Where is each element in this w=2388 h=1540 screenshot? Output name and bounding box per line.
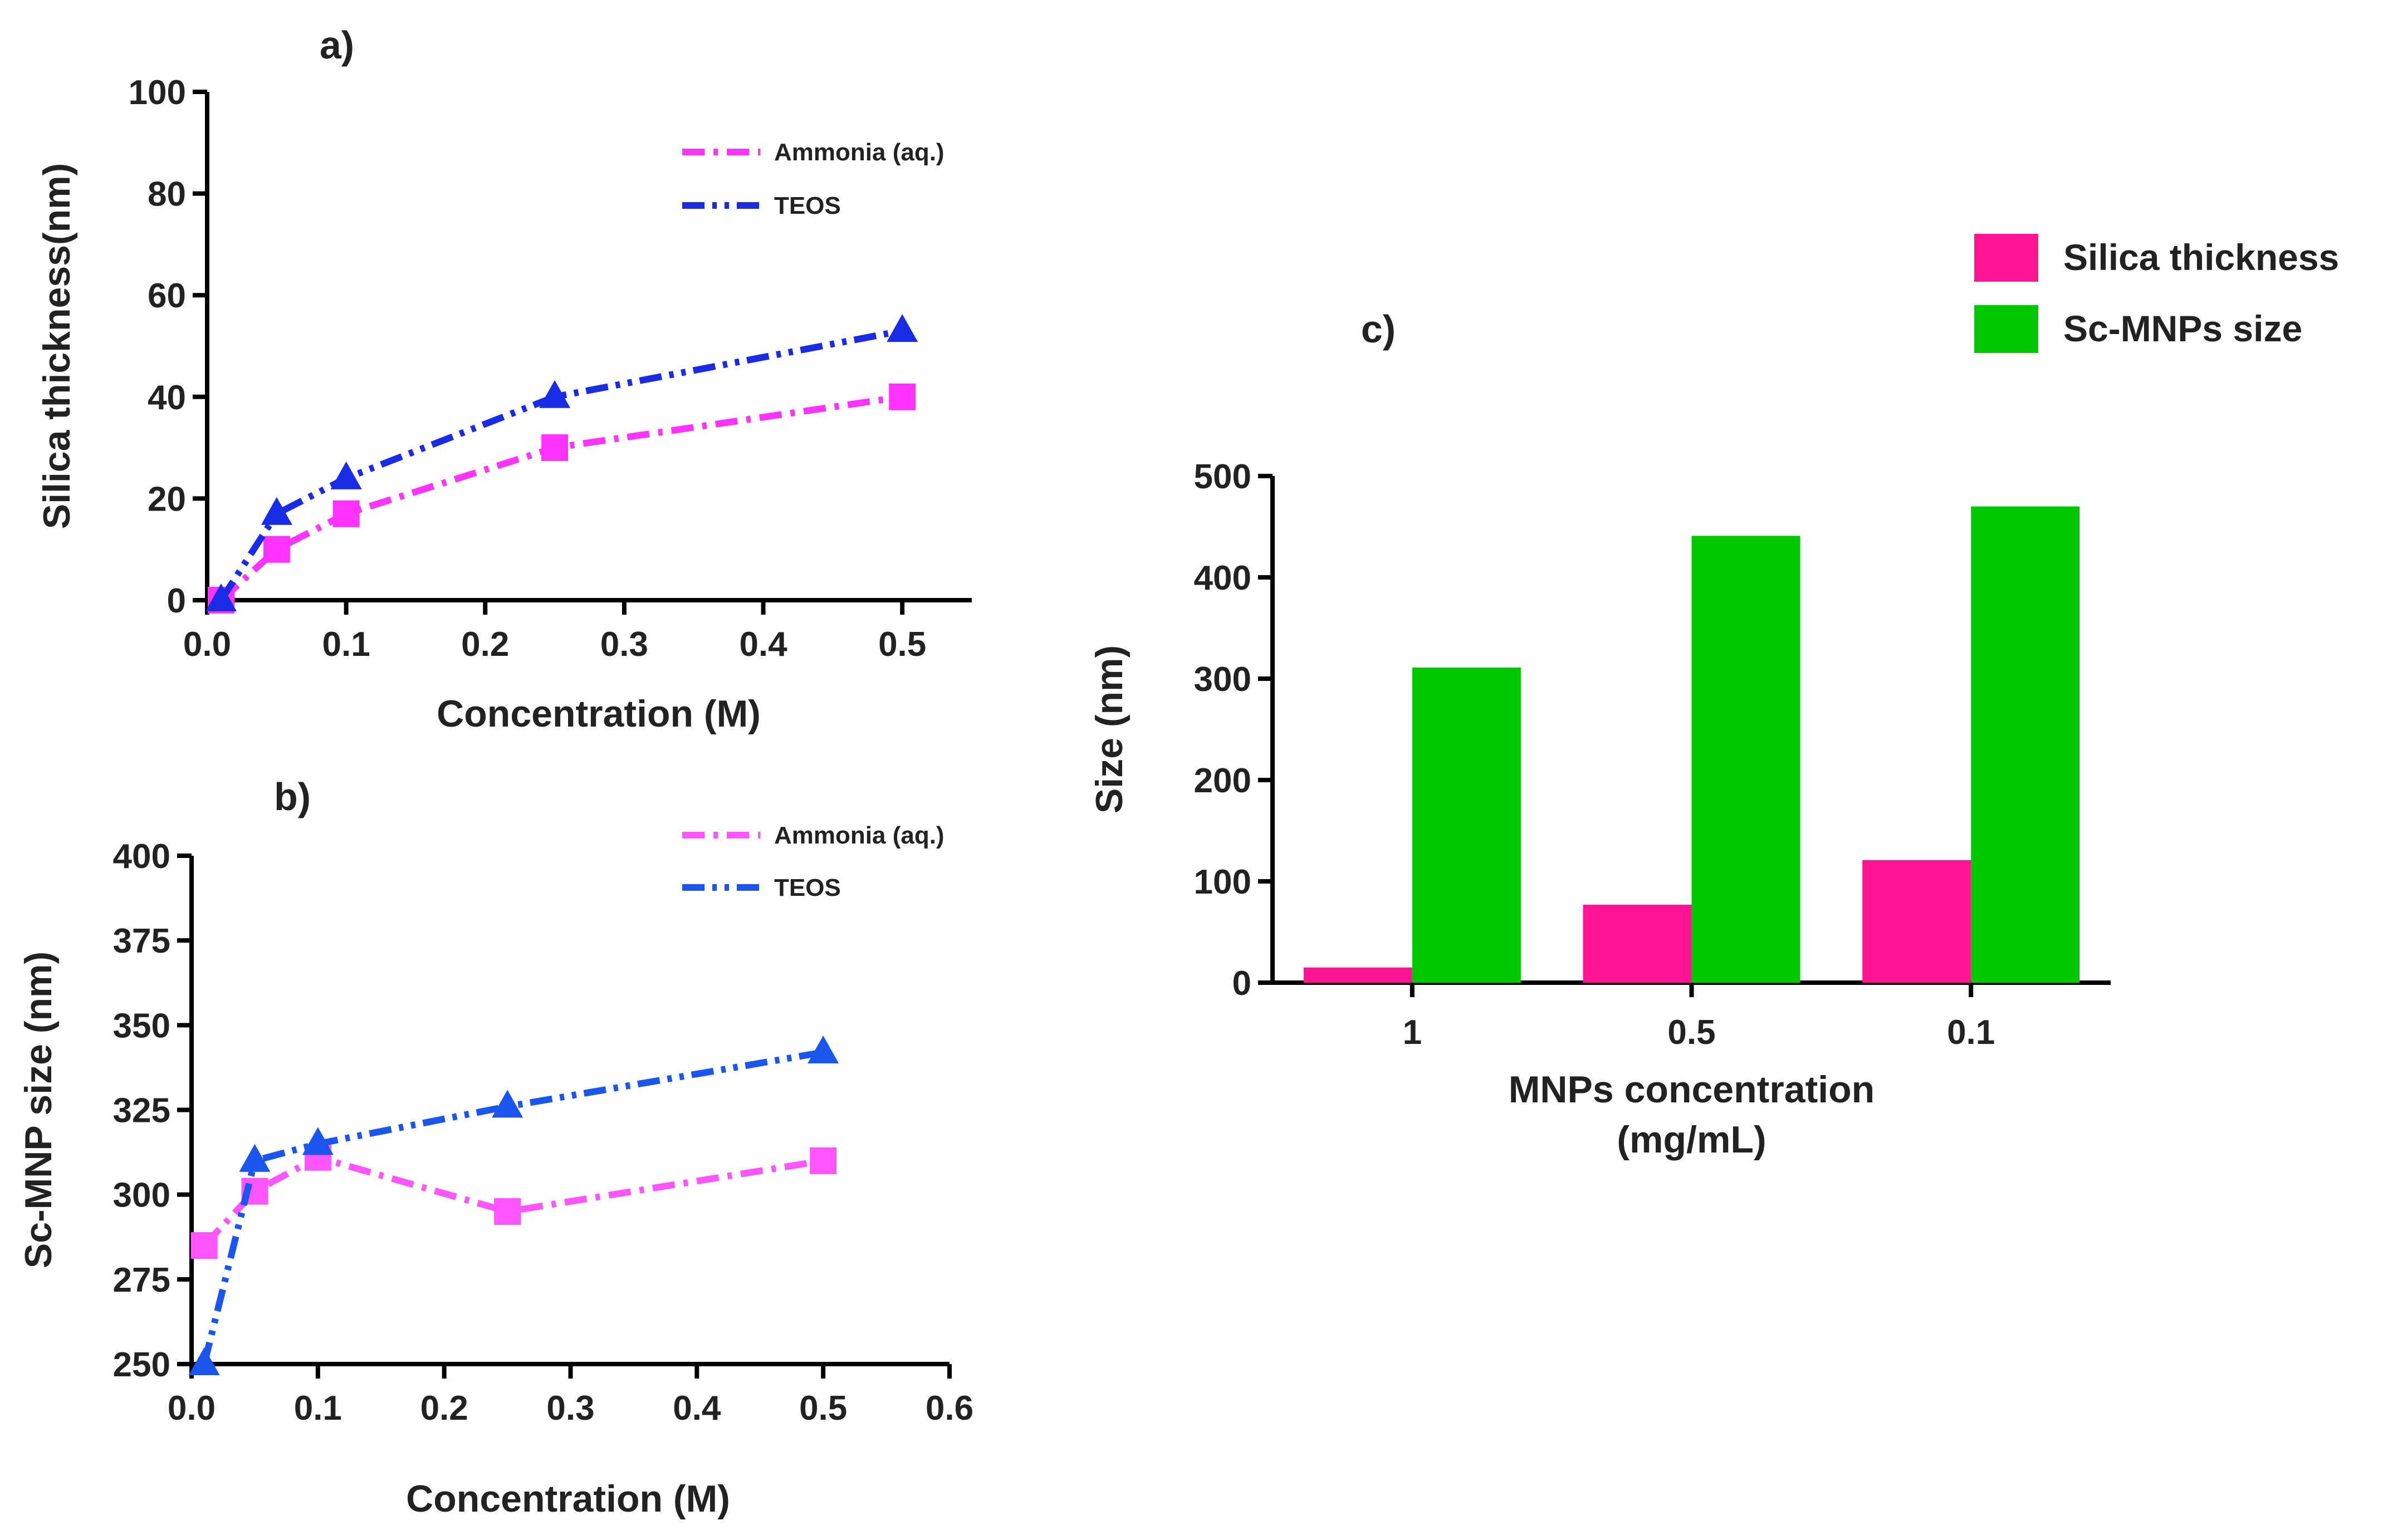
x-tick-label: 0.1 — [1947, 1013, 1995, 1052]
legend-label: Ammonia (aq.) — [774, 139, 945, 166]
square-marker — [332, 500, 360, 527]
y-tick-label: 250 — [113, 1346, 170, 1384]
y-tick-label: 40 — [148, 379, 186, 417]
square-marker — [889, 383, 916, 410]
y-tick-label: 300 — [113, 1176, 170, 1215]
bar-1 — [1691, 536, 1800, 983]
x-axis-title-units: (mg/mL) — [1617, 1119, 1766, 1161]
y-axis-title: Sc-MNP size (nm) — [17, 952, 60, 1268]
x-axis-title: Concentration (M) — [406, 1478, 730, 1520]
triangle-marker — [239, 1144, 271, 1172]
series-line-0 — [218, 393, 903, 603]
x-tick-label: 0.5 — [799, 1389, 847, 1428]
x-tick-label: 0.6 — [926, 1389, 973, 1428]
x-axis-title: Concentration (M) — [437, 693, 761, 735]
triangle-marker — [808, 1036, 839, 1064]
x-tick-label: 0.0 — [168, 1389, 216, 1428]
x-tick-label: 0.4 — [739, 625, 787, 664]
triangle-marker — [188, 1347, 220, 1375]
triangle-marker — [330, 461, 362, 489]
y-tick-label: 325 — [113, 1092, 170, 1130]
legend-label: TEOS — [774, 874, 841, 901]
panel-a-line-chart: a) 0 20 40 60 80 100 0.0 0.1 0.2 0.3 0.4 0.5 Concentr… — [36, 23, 972, 735]
x-tick-label: 0.5 — [1667, 1013, 1715, 1052]
y-tick-label: 0 — [1232, 964, 1251, 1003]
y-axis-title: Silica thickness(nm) — [36, 163, 78, 529]
y-tick-label: 80 — [148, 175, 186, 214]
y-tick-label: 100 — [129, 73, 186, 112]
square-marker — [263, 536, 290, 563]
bar-0 — [1583, 904, 1692, 983]
y-tick-label: 500 — [1194, 458, 1251, 496]
y-tick-label: 200 — [1194, 762, 1251, 800]
triangle-marker — [205, 583, 237, 611]
y-tick-label: 60 — [148, 277, 186, 315]
bar-1 — [1412, 667, 1521, 983]
x-tick-label: 0.3 — [546, 1389, 594, 1428]
y-tick-label: 100 — [1194, 863, 1251, 901]
x-axis-title: MNPs concentration — [1509, 1068, 1875, 1111]
bar-0 — [1862, 860, 1971, 983]
x-tick-label: 0.1 — [322, 625, 370, 664]
legend-label: Ammonia (aq.) — [774, 822, 945, 849]
x-tick-label: 0.4 — [673, 1389, 721, 1428]
x-tick-label: 0.1 — [294, 1389, 342, 1428]
square-marker — [810, 1147, 837, 1174]
y-tick-label: 275 — [113, 1261, 170, 1299]
square-marker — [494, 1198, 521, 1225]
panel-label: c) — [1361, 307, 1396, 351]
triangle-marker — [887, 314, 918, 342]
x-tick-label: 0.2 — [420, 1389, 468, 1428]
bar-1 — [1971, 506, 2080, 983]
triangle-marker — [261, 497, 292, 525]
triangle-marker — [539, 380, 571, 408]
legend-label: TEOS — [774, 192, 841, 219]
square-marker — [541, 434, 569, 462]
legend-swatch — [1974, 305, 2038, 353]
x-tick-label: 0.3 — [600, 625, 648, 664]
y-tick-label: 0 — [167, 582, 186, 620]
y-tick-label: 400 — [113, 837, 170, 876]
y-tick-label: 400 — [1194, 559, 1251, 597]
panel-label: b) — [274, 775, 311, 818]
square-marker — [190, 1232, 218, 1259]
x-tick-label: 1 — [1403, 1013, 1422, 1052]
panel-b-line-chart: b) 250 275 300 325 350 375 400 0.0 0.1 0.2 0.3 0.4 0.… — [17, 775, 973, 1520]
y-axis-title: Size (nm) — [1088, 645, 1131, 813]
bar-0 — [1303, 967, 1412, 983]
panel-c-bar-chart: c) 0 100 200 300 400 500 1 0.5 0.1 MNPs concentrat… — [1088, 234, 2339, 1161]
y-tick-label: 350 — [113, 1007, 170, 1045]
x-tick-label: 0.2 — [461, 625, 509, 664]
triangle-marker — [302, 1127, 334, 1155]
x-tick-label: 0.5 — [878, 625, 926, 664]
triangle-marker — [492, 1090, 523, 1118]
legend-swatch — [1974, 234, 2038, 282]
panel-label: a) — [320, 23, 354, 67]
y-tick-label: 20 — [148, 480, 186, 518]
legend-label: Silica thickness — [2063, 237, 2339, 278]
x-tick-label: 0.0 — [183, 625, 231, 664]
legend-label: Sc-MNPs size — [2063, 308, 2302, 349]
series-line-1 — [218, 327, 903, 602]
y-tick-label: 375 — [113, 922, 170, 960]
y-tick-label: 300 — [1194, 660, 1251, 699]
